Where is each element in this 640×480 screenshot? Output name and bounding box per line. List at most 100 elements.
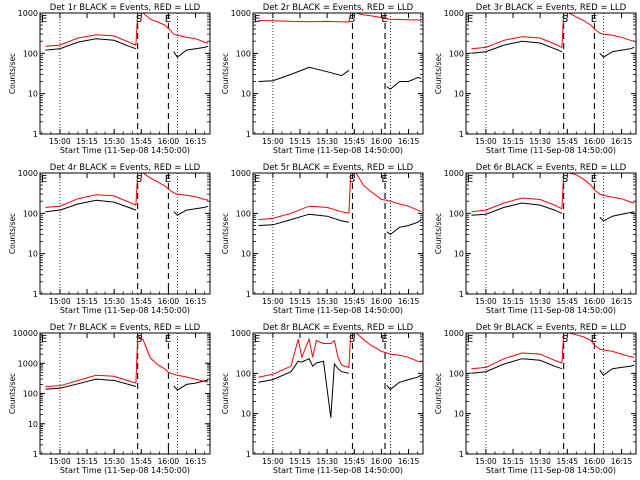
series-lld-line bbox=[471, 13, 635, 50]
panel-title: Det 4r BLACK = Events, RED = LLD bbox=[50, 163, 201, 173]
y-axis-label: Counts/sec bbox=[8, 213, 17, 254]
x-tick-label: 16:00 bbox=[371, 297, 393, 306]
x-axis-label: Start Time (11-Sep-08 14:50:00) bbox=[60, 146, 190, 155]
panel-title: Det 8r BLACK = Events, RED = LLD bbox=[263, 323, 414, 333]
x-tick-label: 15:00 bbox=[49, 457, 71, 466]
y-tick-label: 100 bbox=[449, 49, 464, 58]
y-tick-label: 10 bbox=[241, 90, 251, 99]
x-tick-label: 15:30 bbox=[103, 137, 125, 146]
marker-e-label: E bbox=[165, 174, 171, 185]
x-tick-label: 15:15 bbox=[502, 297, 524, 306]
plot-frame bbox=[39, 172, 211, 295]
x-tick-label: 16:00 bbox=[584, 297, 606, 306]
y-tick-label: 1 bbox=[459, 130, 464, 139]
y-tick-label: 100 bbox=[449, 209, 464, 218]
x-tick-label: 15:00 bbox=[262, 297, 284, 306]
x-tick-label: 16:00 bbox=[158, 457, 180, 466]
x-tick-label: 15:45 bbox=[556, 297, 578, 306]
series-lld-line bbox=[45, 13, 209, 47]
plot-frame bbox=[465, 172, 637, 295]
x-tick-label: 16:00 bbox=[158, 137, 180, 146]
x-tick-label: 15:30 bbox=[103, 457, 125, 466]
y-tick-label: 1000 bbox=[231, 169, 251, 178]
y-tick-label: 1 bbox=[459, 450, 464, 459]
y-tick-label: 1000 bbox=[231, 9, 251, 18]
marker-e-label: E bbox=[381, 14, 387, 25]
x-tick-label: 15:30 bbox=[103, 297, 125, 306]
x-tick-label: 16:15 bbox=[398, 297, 420, 306]
y-tick-label: 10 bbox=[241, 250, 251, 259]
marker-e-label: E bbox=[381, 174, 387, 185]
marker-e-label: E bbox=[165, 334, 171, 345]
y-tick-label: 10 bbox=[454, 250, 464, 259]
x-tick-label: 15:15 bbox=[76, 457, 98, 466]
x-tick-label: 15:30 bbox=[316, 297, 338, 306]
x-tick-label: 16:15 bbox=[398, 457, 420, 466]
y-axis-label: Counts/sec bbox=[434, 373, 443, 414]
x-axis-label: Start Time (11-Sep-08 14:50:00) bbox=[273, 306, 403, 315]
series-lld-line bbox=[45, 334, 209, 387]
x-axis-label: Start Time (11-Sep-08 14:50:00) bbox=[486, 146, 616, 155]
marker-e-label: E bbox=[467, 14, 473, 25]
series-events-line bbox=[471, 358, 635, 376]
y-axis-label: Counts/sec bbox=[434, 213, 443, 254]
series-events-line bbox=[45, 199, 209, 216]
x-tick-label: 15:45 bbox=[343, 137, 365, 146]
x-tick-label: 15:00 bbox=[49, 137, 71, 146]
series-events-line bbox=[258, 358, 422, 418]
x-tick-label: 15:45 bbox=[343, 457, 365, 466]
y-tick-label: 1000 bbox=[18, 359, 38, 368]
panel-title: Det 6r BLACK = Events, RED = LLD bbox=[476, 163, 627, 173]
y-tick-label: 100 bbox=[23, 390, 38, 399]
x-tick-label: 15:15 bbox=[289, 137, 311, 146]
y-tick-label: 100 bbox=[449, 369, 464, 378]
x-tick-label: 15:15 bbox=[502, 457, 524, 466]
y-tick-label: 10 bbox=[28, 250, 38, 259]
x-tick-label: 15:30 bbox=[316, 457, 338, 466]
marker-s-label: S bbox=[349, 14, 355, 25]
x-tick-label: 15:15 bbox=[289, 297, 311, 306]
y-axis-label: Counts/sec bbox=[221, 53, 230, 94]
y-tick-label: 10 bbox=[241, 410, 251, 419]
plot-frame bbox=[465, 332, 637, 455]
x-tick-label: 15:15 bbox=[76, 297, 98, 306]
x-tick-label: 16:00 bbox=[371, 137, 393, 146]
marker-e-label: E bbox=[254, 174, 260, 185]
marker-e-label: E bbox=[165, 14, 171, 25]
y-tick-label: 10 bbox=[28, 420, 38, 429]
y-tick-label: 1000 bbox=[444, 9, 464, 18]
marker-s-label: S bbox=[562, 334, 568, 345]
plot-frame bbox=[252, 332, 424, 455]
x-tick-label: 16:00 bbox=[584, 457, 606, 466]
x-tick-label: 16:15 bbox=[185, 137, 207, 146]
x-axis-label: Start Time (11-Sep-08 14:50:00) bbox=[60, 306, 190, 315]
y-tick-label: 10000 bbox=[13, 329, 38, 338]
series-events-line bbox=[471, 202, 635, 222]
y-tick-label: 1000 bbox=[231, 329, 251, 338]
marker-e-label: E bbox=[591, 334, 597, 345]
marker-e-label: E bbox=[254, 14, 260, 25]
y-tick-label: 100 bbox=[236, 369, 251, 378]
x-tick-label: 16:15 bbox=[611, 297, 633, 306]
series-events-line bbox=[258, 213, 422, 236]
panel-title: Det 2r BLACK = Events, RED = LLD bbox=[263, 3, 414, 13]
x-tick-label: 15:00 bbox=[475, 297, 497, 306]
x-tick-label: 15:15 bbox=[502, 137, 524, 146]
x-tick-label: 15:30 bbox=[529, 297, 551, 306]
y-axis-label: Counts/sec bbox=[434, 53, 443, 94]
y-tick-label: 1000 bbox=[444, 329, 464, 338]
x-tick-label: 15:45 bbox=[343, 297, 365, 306]
x-tick-label: 15:00 bbox=[262, 457, 284, 466]
marker-e-label: E bbox=[467, 334, 473, 345]
y-tick-label: 100 bbox=[236, 49, 251, 58]
marker-e-label: E bbox=[41, 14, 47, 25]
y-axis-label: Counts/sec bbox=[221, 213, 230, 254]
plot-frame bbox=[465, 12, 637, 135]
y-tick-label: 1000 bbox=[18, 9, 38, 18]
x-tick-label: 15:15 bbox=[76, 137, 98, 146]
